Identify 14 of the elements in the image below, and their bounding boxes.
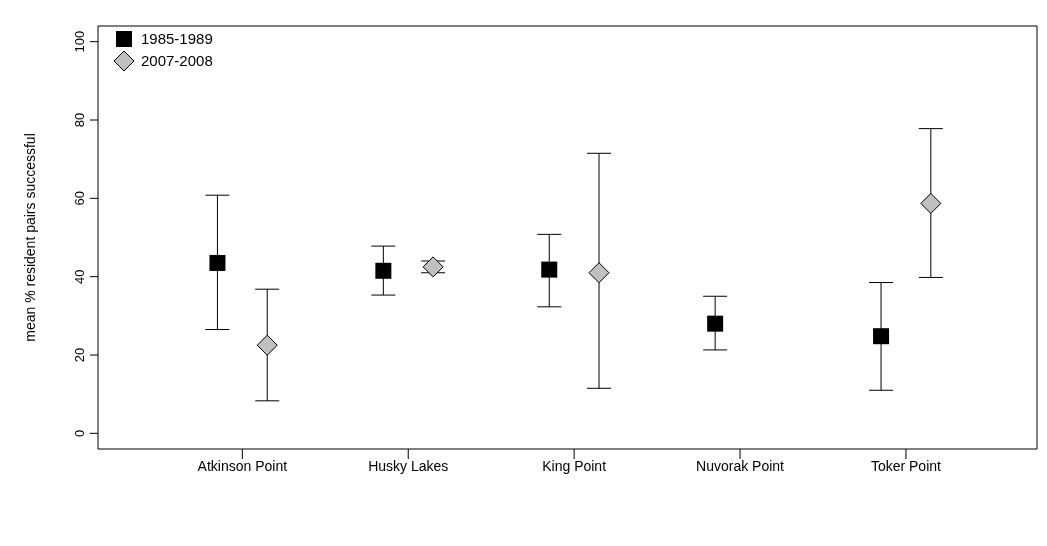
y-axis-title: mean % resident pairs successful [21, 133, 38, 342]
y-tick-label: 20 [72, 347, 87, 363]
x-tick-label: Nuvorak Point [696, 457, 785, 474]
x-tick-label: Atkinson Point [197, 457, 288, 474]
x-tick-label: King Point [542, 457, 607, 474]
x-tick-label: Husky Lakes [368, 457, 449, 474]
y-tick-label: 100 [72, 30, 87, 53]
y-tick-label: 40 [72, 269, 87, 284]
x-tick-label: Toker Point [870, 457, 942, 474]
y-tick-label: 60 [72, 191, 87, 206]
legend-label: 1985-1989 [141, 29, 213, 49]
y-tick-label: 0 [72, 429, 87, 437]
y-tick-label: 80 [72, 112, 87, 128]
legend-label: 2007-2008 [141, 51, 213, 71]
